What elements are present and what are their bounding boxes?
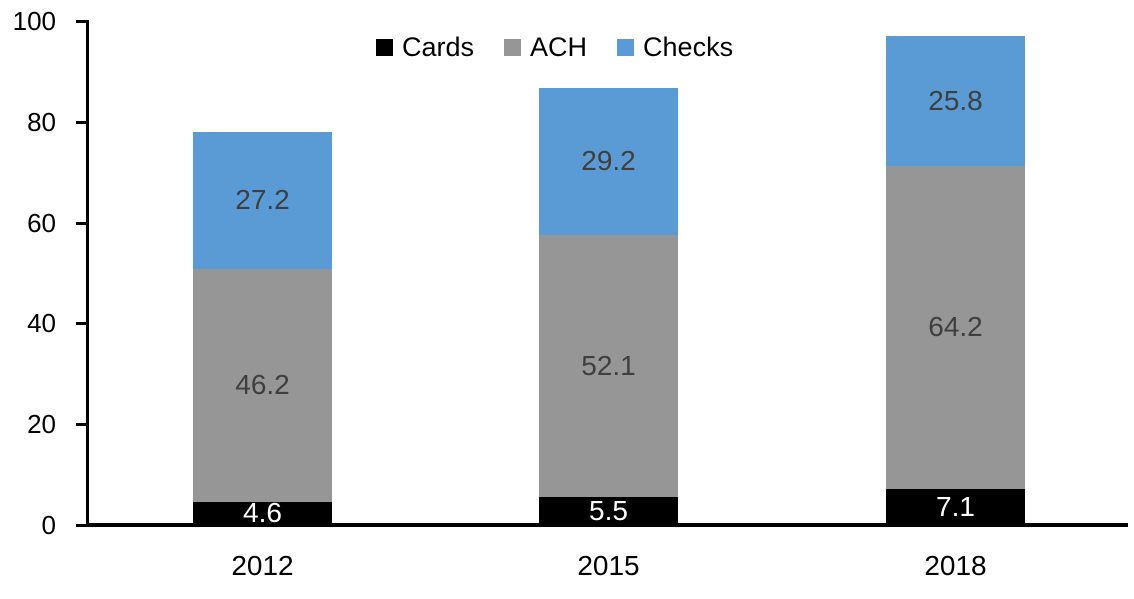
x-axis-label-2015: 2015 bbox=[577, 550, 640, 581]
bar-value-label-ach-2015: 52.1 bbox=[581, 349, 636, 381]
bar-value-label-checks-2015: 29.2 bbox=[581, 145, 636, 177]
y-axis-tick-100 bbox=[76, 20, 88, 23]
y-axis-tick-label-60: 60 bbox=[27, 207, 56, 238]
y-axis-tick-20 bbox=[76, 423, 88, 427]
bar-value-label-cards-2012: 4.6 bbox=[243, 497, 282, 529]
bar-segment-checks-2018: 25.8 bbox=[886, 35, 1025, 166]
bar-segment-checks-2015: 29.2 bbox=[539, 87, 678, 235]
y-axis-tick-label-20: 20 bbox=[27, 409, 56, 440]
legend-label-ach: ACH bbox=[530, 32, 588, 62]
legend-label-cards: Cards bbox=[402, 32, 475, 62]
y-axis-tick-60 bbox=[76, 221, 88, 225]
legend-item-cards: Cards bbox=[376, 33, 474, 61]
bar-segment-cards-2012: 4.6 bbox=[193, 497, 332, 529]
bar-segment-ach-2018: 64.2 bbox=[886, 165, 1025, 490]
y-axis-tick-label-0: 0 bbox=[41, 510, 56, 540]
x-axis-label-2018: 2018 bbox=[924, 550, 987, 581]
y-axis-line bbox=[86, 20, 89, 527]
y-axis-tick-0 bbox=[76, 524, 88, 527]
bar-value-label-checks-2018: 25.8 bbox=[928, 84, 983, 116]
legend-swatch-checks bbox=[617, 38, 635, 56]
bar-segment-cards-2015: 5.5 bbox=[539, 497, 678, 525]
bar-segment-cards-2018: 7.1 bbox=[886, 489, 1025, 525]
y-axis-tick-label-40: 40 bbox=[27, 308, 56, 339]
bar-segment-ach-2015: 52.1 bbox=[539, 234, 678, 498]
bar-value-label-ach-2018: 64.2 bbox=[928, 311, 983, 343]
legend-swatch-cards bbox=[376, 38, 393, 56]
bar-value-label-checks-2012: 27.2 bbox=[235, 184, 290, 216]
bar-value-label-cards-2018: 7.1 bbox=[936, 491, 975, 523]
y-axis-tick-label-80: 80 bbox=[27, 106, 56, 137]
y-axis-tick-40 bbox=[76, 322, 88, 326]
bar-value-label-ach-2012: 46.2 bbox=[235, 369, 290, 401]
x-axis-label-2012: 2012 bbox=[231, 550, 294, 581]
y-axis-tick-80 bbox=[76, 120, 88, 124]
bar-segment-checks-2012: 27.2 bbox=[193, 131, 332, 269]
bar-value-label-cards-2015: 5.5 bbox=[589, 495, 628, 527]
x-axis-line bbox=[86, 523, 1128, 527]
legend-item-ach: ACH bbox=[504, 33, 587, 61]
y-axis-tick-label-100: 100 bbox=[12, 6, 56, 36]
bar-segment-ach-2012: 46.2 bbox=[193, 268, 332, 502]
legend-swatch-ach bbox=[504, 38, 522, 56]
chart-legend: Cards ACH Checks bbox=[376, 33, 733, 61]
legend-label-checks: Checks bbox=[643, 32, 734, 62]
legend-item-checks: Checks bbox=[617, 33, 733, 61]
